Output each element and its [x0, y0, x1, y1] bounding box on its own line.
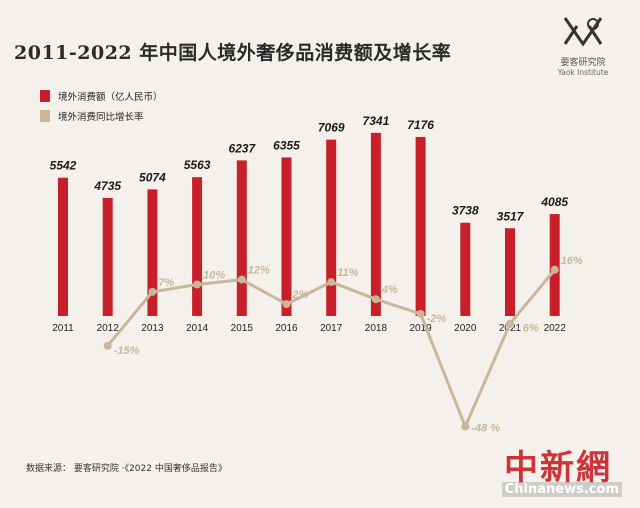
- bar-value-label: 7176: [407, 118, 434, 132]
- bar: [326, 139, 337, 316]
- bar-value-label: 6355: [273, 138, 300, 152]
- x-tick-label: 2014: [186, 323, 209, 334]
- watermark-chinese: 中新網: [504, 448, 612, 488]
- x-tick-label: 2021: [499, 323, 522, 334]
- bar-value-label: 3517: [497, 209, 525, 223]
- watermark: 中新網 Chinanews.com: [470, 440, 640, 508]
- bar: [58, 177, 68, 316]
- growth-rate-label: - 6%: [516, 323, 539, 335]
- growth-rate-label: 7%: [158, 277, 174, 289]
- x-tick-label: 2016: [275, 323, 298, 334]
- growth-rate-label: 2%: [292, 289, 309, 301]
- bar: [370, 132, 381, 316]
- bar-value-label: 6237: [228, 141, 256, 155]
- bar: [460, 222, 471, 316]
- yaok-logo-icon: [563, 17, 603, 47]
- growth-point: [282, 300, 291, 309]
- legend-item-bar: 境外消费额（亿人民币）: [40, 86, 163, 106]
- growth-point: [237, 275, 246, 284]
- growth-rate-label: 11%: [337, 267, 358, 279]
- legend-item-line: 境外消费同比增长率: [40, 106, 163, 126]
- x-tick-label: 2022: [544, 323, 567, 334]
- growth-rate-label: 12%: [248, 265, 270, 277]
- legend-swatch-bar: [40, 90, 50, 102]
- bar: [102, 197, 113, 316]
- bar-value-label: 7341: [363, 114, 390, 128]
- bar-value-label: 5542: [50, 159, 77, 173]
- bar-value-label: 3738: [452, 204, 479, 218]
- growth-point: [506, 319, 514, 328]
- growth-rate-label: 16%: [561, 255, 583, 267]
- bar-value-label: 4085: [540, 195, 568, 209]
- growth-point: [148, 287, 157, 296]
- growth-point: [416, 309, 425, 318]
- bar: [549, 214, 560, 316]
- logo-name: 要客研究院: [560, 58, 606, 68]
- bar: [415, 136, 426, 316]
- x-tick-label: 2012: [97, 323, 120, 334]
- bar-value-label: 4735: [93, 179, 121, 193]
- x-tick-label: 2011: [52, 323, 74, 334]
- x-tick-label: 2015: [231, 323, 254, 334]
- growth-point: [327, 278, 336, 287]
- growth-point: [103, 341, 112, 350]
- bar: [236, 160, 247, 316]
- bar-value-label: 5074: [139, 170, 166, 184]
- x-tick-label: 2013: [141, 323, 164, 334]
- legend-label-line: 境外消费同比增长率: [58, 112, 144, 123]
- growth-rate-label: 4%: [381, 284, 398, 296]
- growth-point: [371, 295, 380, 304]
- x-tick-label: 2018: [365, 323, 388, 334]
- logo: 要客研究院 Yaok Institute: [548, 14, 618, 77]
- bar: [192, 177, 203, 316]
- growth-rate-label: 10%: [203, 270, 225, 282]
- growth-point: [461, 422, 470, 431]
- growth-point: [193, 280, 202, 289]
- logo-english-name: Yaok Institute: [557, 68, 609, 77]
- page-title: 2011-2022 年中国人境外奢侈品消费额及增长率: [14, 42, 452, 64]
- bar: [147, 189, 158, 316]
- x-tick-label: 2020: [454, 323, 477, 334]
- chart-legend: 境外消费额（亿人民币） 境外消费同比增长率: [40, 86, 163, 126]
- watermark-english: Chinanews.com: [501, 482, 622, 497]
- bar: [281, 157, 292, 316]
- x-tick-label: 2019: [409, 323, 432, 334]
- legend-swatch-line: [40, 110, 50, 122]
- growth-point: [550, 265, 559, 274]
- x-tick-label: 2017: [320, 323, 343, 334]
- growth-rate-label: -15%: [114, 345, 140, 357]
- bar: [505, 228, 515, 316]
- bar-value-label: 5563: [184, 158, 211, 172]
- legend-label-bar: 境外消费额（亿人民币）: [58, 92, 163, 103]
- growth-rate-label: -2%: [427, 313, 447, 325]
- growth-rate-label: -48 %: [471, 423, 500, 435]
- bar-value-label: 7069: [318, 121, 345, 135]
- source-note: 数据来源： 要客研究院 ·《2022 中国奢侈品报告》: [26, 464, 227, 474]
